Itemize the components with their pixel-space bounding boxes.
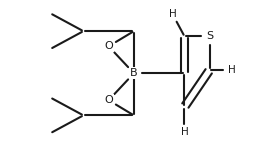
Text: H: H: [228, 65, 236, 75]
Text: S: S: [206, 31, 213, 41]
Text: H: H: [169, 9, 176, 19]
Text: O: O: [104, 95, 113, 105]
Text: B: B: [130, 68, 138, 78]
Text: O: O: [104, 41, 113, 51]
Text: H: H: [180, 127, 188, 137]
